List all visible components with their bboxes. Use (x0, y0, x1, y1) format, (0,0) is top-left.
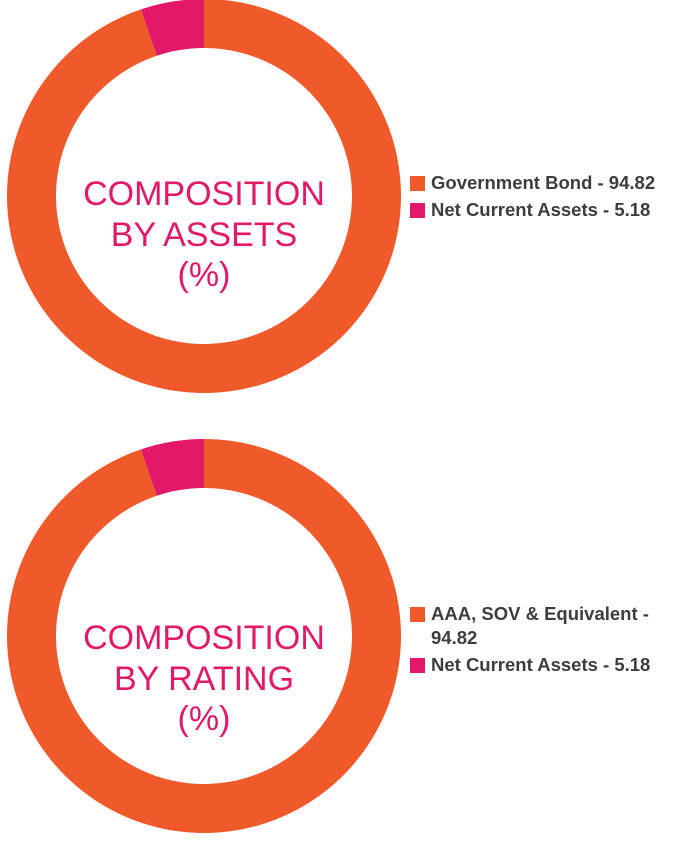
assets-legend: Government Bond - 94.82 Net Current Asse… (410, 171, 672, 225)
rating-center-title-line-1: COMPOSITION (83, 619, 325, 657)
assets-donut-slices (7, 0, 401, 393)
legend-item: Net Current Assets - 5.18 (410, 653, 672, 677)
assets-slice-net-current-assets (141, 0, 204, 56)
assets-donut: COMPOSITION BY ASSETS (%) (7, 0, 401, 393)
legend-swatch-aaa-sov-equivalent (410, 607, 425, 622)
assets-center-title-line-1: COMPOSITION (83, 175, 325, 213)
rating-donut: COMPOSITION BY RATING (%) (7, 439, 401, 833)
assets-center-title-line-2: BY ASSETS (111, 216, 297, 254)
legend-swatch-net-current-assets (410, 658, 425, 673)
legend-label-aaa-sov-equivalent: AAA, SOV & Equivalent - 94.82 (431, 603, 649, 648)
legend-swatch-net-current-assets (410, 203, 425, 218)
rating-legend: AAA, SOV & Equivalent - 94.82 Net Curren… (410, 602, 672, 680)
legend-item: Net Current Assets - 5.18 (410, 198, 672, 222)
composition-by-assets-chart: COMPOSITION BY ASSETS (%) Government Bon… (0, 0, 678, 400)
legend-item: Government Bond - 94.82 (410, 171, 672, 195)
composition-by-rating-chart: COMPOSITION BY RATING (%) AAA, SOV & Equ… (0, 439, 678, 840)
rating-slice-net-current-assets (141, 439, 204, 496)
legend-label-net-current-assets: Net Current Assets - 5.18 (431, 654, 651, 675)
legend-label-net-current-assets: Net Current Assets - 5.18 (431, 199, 651, 220)
legend-swatch-government-bond (410, 176, 425, 191)
assets-center-title-line-3: (%) (178, 256, 231, 294)
legend-label-government-bond: Government Bond - 94.82 (431, 172, 656, 193)
rating-center-title-line-2: BY RATING (114, 660, 294, 698)
rating-donut-slices (7, 439, 401, 833)
rating-center-title-line-3: (%) (178, 700, 231, 738)
legend-item: AAA, SOV & Equivalent - 94.82 (410, 602, 672, 650)
